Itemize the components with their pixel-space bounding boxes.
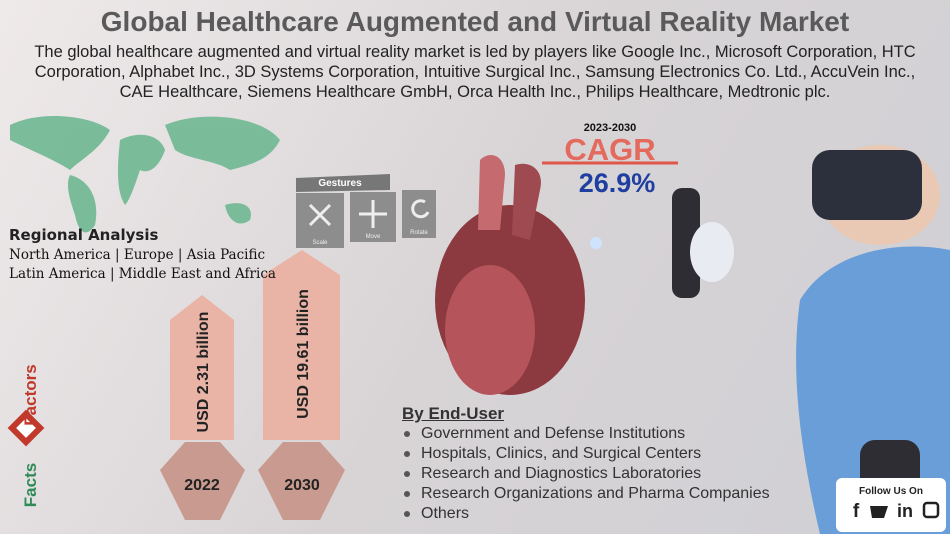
market-label: USD 2.31 billion xyxy=(195,312,212,433)
heart-illustration xyxy=(435,155,602,395)
cagr-period: 2023-2030 xyxy=(584,122,637,134)
social-box: Follow Us On f in xyxy=(836,478,946,532)
regional-line: North America | Europe | Asia Pacific xyxy=(9,247,266,263)
brand-logo: Factors Facts xyxy=(7,364,45,507)
market-year: 2030 xyxy=(284,477,320,494)
end-user-item: Others xyxy=(421,505,470,522)
gestures-panel xyxy=(296,174,436,248)
cagr-value: 26.9% xyxy=(579,168,656,198)
gesture-label: Scale xyxy=(312,240,328,246)
end-user-item: Hospitals, Clinics, and Surgical Centers xyxy=(421,445,702,462)
regional-line: Latin America | Middle East and Africa xyxy=(9,266,276,282)
cagr-label: CAGR xyxy=(564,132,655,167)
gesture-label: Move xyxy=(366,234,381,240)
bullets xyxy=(404,431,410,517)
end-user-item: Government and Defense Institutions xyxy=(421,425,686,442)
gestures-title: Gestures xyxy=(318,178,362,189)
world-map xyxy=(10,115,280,233)
pillars xyxy=(160,250,345,520)
description: The global healthcare augmented and virt… xyxy=(34,43,916,101)
market-year: 2022 xyxy=(184,477,220,494)
end-user-title: By End-User xyxy=(402,404,505,423)
title: Global Healthcare Augmented and Virtual … xyxy=(100,6,850,37)
twitter-icon[interactable] xyxy=(870,506,888,518)
doctor-illustration xyxy=(672,145,950,534)
end-user-item: Research Organizations and Pharma Compan… xyxy=(421,485,770,502)
regional-title: Regional Analysis xyxy=(9,226,159,244)
social-title: Follow Us On xyxy=(859,486,923,497)
social-icon[interactable]: in xyxy=(897,501,913,521)
gesture-label: Rotate xyxy=(410,230,428,236)
brand-top: Factors xyxy=(21,364,40,425)
end-user-item: Research and Diagnostics Laboratories xyxy=(421,465,702,482)
market-label: USD 19.61 billion xyxy=(295,289,312,419)
brand-bottom: Facts xyxy=(21,463,40,507)
social-icon[interactable]: f xyxy=(853,501,860,522)
instagram-icon[interactable] xyxy=(922,501,940,519)
